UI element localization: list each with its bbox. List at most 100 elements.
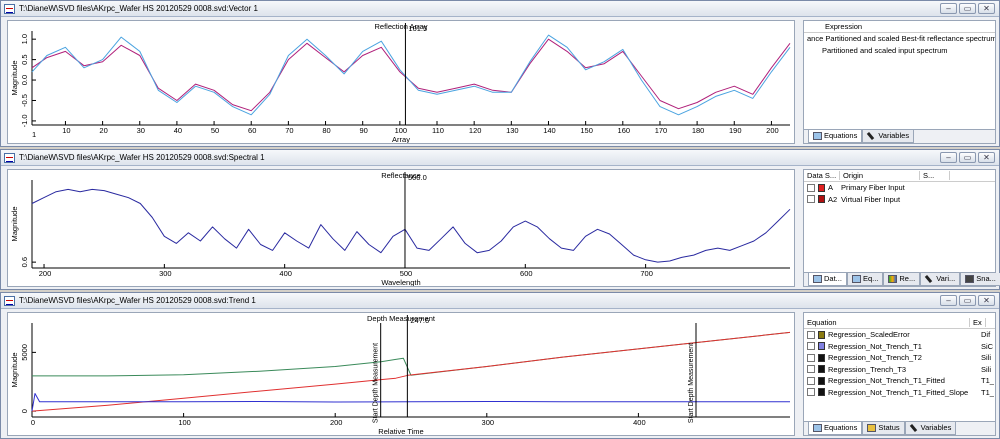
x-tick-label: 0	[31, 418, 35, 427]
y-tick-label: 0	[20, 409, 29, 413]
restore-button[interactable]: ▭	[959, 3, 976, 14]
depth-measurement-chart[interactable]: Depth Measurement Relative Time Magnitude 0…	[8, 313, 794, 436]
checkbox[interactable]	[807, 342, 815, 351]
color-swatch	[818, 353, 825, 362]
tab-results[interactable]: Re...	[883, 273, 921, 286]
x-tick-label: 300	[482, 418, 495, 427]
close-button[interactable]: ✕	[978, 295, 995, 306]
color-swatch	[818, 388, 825, 397]
expression-header[interactable]: Expression	[804, 21, 995, 33]
trend-side-panel: Equation Ex Regression_ScaledError Dif Reg…	[803, 312, 996, 436]
series-line-2	[31, 331, 791, 412]
marker-label: Start Depth Measurement	[688, 343, 695, 423]
tab-label: Dat...	[824, 274, 842, 283]
x-tick-label: 70	[285, 126, 293, 135]
x-tick-label: 50	[211, 126, 219, 135]
equation-expression: T1_	[981, 376, 994, 386]
reflection-array-chart[interactable]: Reflection Array Array Magnitude 10 20 30 40 50…	[8, 21, 794, 144]
list-item[interactable]: A Primary Fiber Input	[804, 182, 995, 194]
tab-variables[interactable]: Vari...	[920, 273, 961, 286]
close-button[interactable]: ✕	[978, 3, 995, 14]
x-tick-label: 700	[640, 269, 653, 278]
equation-label: Regression_ScaledError	[828, 330, 910, 340]
side-tabs: Dat... Eq... Re... Vari... Sna...	[804, 272, 1000, 286]
list-item[interactable]: ance Partitioned and scaled Best-fit ref…	[804, 33, 995, 45]
checkbox[interactable]	[807, 353, 815, 362]
tab-snapshot[interactable]: Sna...	[960, 273, 1000, 286]
x-tick-label: 10	[62, 126, 70, 135]
list-item[interactable]: Regression_ScaledError Dif	[804, 329, 995, 341]
spectral-window-titlebar[interactable]: T:\DianeW\SVD files\AKrpc_Wafer HS 20120…	[1, 150, 999, 166]
equation-column-header[interactable]: Equation	[804, 318, 970, 327]
x-tick-label: 100	[178, 418, 191, 427]
spectral-side-panel: Data S... Origin S... A Primary Fiber Inp…	[803, 169, 1000, 287]
tab-variables[interactable]: Variables	[904, 422, 957, 435]
y-axis-label: Magnitude	[10, 352, 19, 387]
tab-equations[interactable]: Equations	[808, 130, 863, 143]
list-item[interactable]: Regression_Not_Trench_T2 Sili	[804, 352, 995, 364]
trend-window-titlebar[interactable]: T:\DianeW\SVD files\AKrpc_Wafer HS 20120…	[1, 293, 999, 309]
restore-button[interactable]: ▭	[959, 295, 976, 306]
x-tick-label: 60	[248, 126, 256, 135]
list-item[interactable]: A2 Virtual Fiber Input	[804, 194, 995, 206]
minimize-button[interactable]: –	[940, 152, 957, 163]
tab-equations[interactable]: Eq...	[846, 273, 884, 286]
spectral-plot-area[interactable]: Reflectance Wavelength Magnitude 200 300 400 5…	[7, 169, 795, 287]
y-tick-label: 1.0	[20, 34, 29, 44]
vector-plot-area[interactable]: Reflection Array Array Magnitude 10 20 30 40 50…	[7, 20, 795, 144]
x-tick-label: 150	[580, 126, 593, 135]
y-tick-label: -1.0	[20, 114, 29, 127]
list-item[interactable]: Regression_Trench_T3 Sili	[804, 364, 995, 376]
checkbox[interactable]	[807, 183, 815, 192]
minimize-button[interactable]: –	[940, 295, 957, 306]
reflectance-chart[interactable]: Reflectance Wavelength Magnitude 200 300 400 5…	[8, 170, 794, 287]
checkbox[interactable]	[807, 388, 815, 397]
list-item[interactable]: Partitioned and scaled input spectrum	[804, 45, 995, 57]
close-button[interactable]: ✕	[978, 152, 995, 163]
x-tick-label: 160	[618, 126, 631, 135]
x-tick-label: 190	[729, 126, 742, 135]
list-item[interactable]: Regression_Not_Trench_T1_Fitted_Slope T1_	[804, 387, 995, 399]
series-line-2	[31, 34, 791, 116]
tab-status[interactable]: Status	[862, 422, 905, 435]
equation-label: Regression_Not_Trench_T2	[828, 353, 922, 363]
minimize-button[interactable]: –	[940, 3, 957, 14]
tab-label: Sna...	[976, 274, 996, 283]
equation-expression: Dif	[981, 330, 991, 340]
y-tick-label: 0.6	[20, 257, 29, 267]
tab-label: Vari...	[936, 274, 956, 283]
color-swatch	[818, 342, 825, 351]
side-tabs: Equations Variables	[804, 129, 995, 143]
x-tick-label: 400	[279, 269, 292, 278]
expression-column-header[interactable]: Ex	[970, 318, 986, 327]
x-axis-label: Wavelength	[381, 278, 420, 286]
list-item[interactable]: Regression_Not_Trench_T1 SiC	[804, 341, 995, 353]
checkbox[interactable]	[807, 195, 815, 204]
x-tick-label: 130	[506, 126, 519, 135]
x-tick-label: 600	[520, 269, 533, 278]
results-icon	[888, 275, 898, 283]
y-tick-label: -0.5	[20, 94, 29, 107]
status-column-header[interactable]: S...	[920, 171, 950, 180]
checkbox[interactable]	[807, 365, 815, 374]
restore-button[interactable]: ▭	[959, 152, 976, 163]
checkbox[interactable]	[807, 376, 815, 385]
tab-data[interactable]: Dat...	[808, 273, 847, 286]
y-tick-label: 0.5	[20, 54, 29, 64]
x-tick-label: 200	[39, 269, 52, 278]
x-tick-label: 200	[766, 126, 779, 135]
snapshot-icon	[965, 275, 975, 283]
list-item[interactable]: Regression_Not_Trench_T1_Fitted T1_	[804, 375, 995, 387]
data-icon	[813, 275, 822, 283]
data-source-column-header[interactable]: Data S...	[804, 171, 840, 180]
trend-plot-area[interactable]: Depth Measurement Relative Time Magnitude 0…	[7, 312, 795, 436]
origin-column-header[interactable]: Origin	[840, 171, 920, 180]
tab-label: Variables	[920, 423, 952, 432]
tab-variables[interactable]: Variables	[862, 130, 915, 143]
chart-title: Reflectance	[381, 171, 421, 180]
vector-window-titlebar[interactable]: T:\DianeW\SVD files\AKrpc_Wafer HS 20120…	[1, 1, 999, 17]
checkbox[interactable]	[807, 330, 815, 339]
tab-equations[interactable]: Equations	[808, 422, 863, 435]
x-tick-label: 90	[360, 126, 368, 135]
expression-column-header[interactable]: Expression	[825, 22, 863, 31]
